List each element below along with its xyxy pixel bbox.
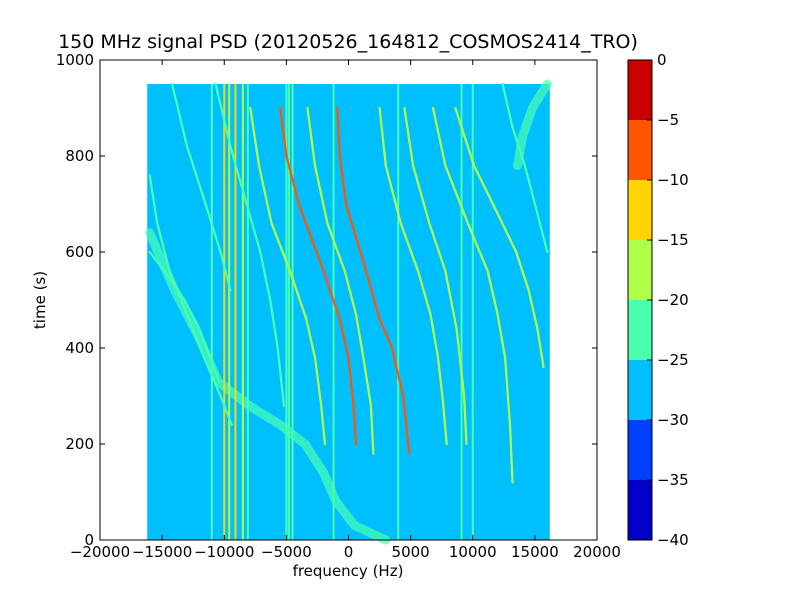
chart-title: 150 MHz signal PSD (20120526_164812_COSM… bbox=[58, 31, 638, 53]
y-axis: 0 200 400 600 800 1000 bbox=[56, 51, 597, 549]
colorbar: 0 −5 −10 −15 −20 −25 −30 −35 −40 bbox=[627, 51, 689, 549]
y-tick-label: 1000 bbox=[56, 51, 94, 69]
colorbar-tick-label: −40 bbox=[657, 531, 689, 549]
y-tick-label: 400 bbox=[65, 339, 94, 357]
doppler-track bbox=[148, 174, 233, 426]
colorbar-tick-label: −10 bbox=[657, 171, 689, 189]
colorbar-tick-label: −15 bbox=[657, 231, 689, 249]
x-tick-label: −5000 bbox=[261, 543, 312, 561]
doppler-track bbox=[378, 106, 448, 446]
y-tick-label: 800 bbox=[65, 147, 94, 165]
doppler-track bbox=[279, 106, 358, 446]
y-axis-label: time (s) bbox=[31, 271, 49, 329]
doppler-track bbox=[431, 106, 514, 484]
x-tick-label: 0 bbox=[344, 543, 354, 561]
doppler-track bbox=[336, 106, 411, 455]
heatmap-background bbox=[147, 84, 550, 540]
heatmap-layer bbox=[145, 79, 552, 545]
x-tick-label: −10000 bbox=[194, 543, 254, 561]
y-tick-label: 200 bbox=[65, 435, 94, 453]
doppler-track bbox=[249, 106, 326, 446]
x-tick-label: −15000 bbox=[132, 543, 192, 561]
doppler-track bbox=[214, 82, 285, 407]
x-axis: −20000 −15000 −10000 −5000 0 5000 10000 15000 20… bbox=[70, 60, 621, 561]
colorbar-segment bbox=[628, 180, 652, 240]
colorbar-tick-label: −30 bbox=[657, 411, 689, 429]
doppler-track bbox=[306, 106, 375, 455]
colorbar-tick-label: −5 bbox=[657, 111, 679, 129]
colorbar-tick-label: 0 bbox=[657, 51, 667, 69]
plot-area bbox=[99, 59, 598, 545]
doppler-track bbox=[403, 106, 468, 446]
doppler-track bbox=[501, 82, 549, 254]
x-axis-label: frequency (Hz) bbox=[293, 562, 404, 580]
doppler-track bbox=[454, 106, 545, 369]
colorbar-segment bbox=[628, 360, 652, 420]
x-tick-label: −20000 bbox=[70, 543, 130, 561]
doppler-track bbox=[148, 250, 221, 383]
colorbar-tick-label: −20 bbox=[657, 291, 689, 309]
x-tick-label: 10000 bbox=[449, 543, 497, 561]
colorbar-segment bbox=[628, 300, 652, 360]
doppler-track bbox=[171, 82, 232, 292]
colorbar-segment bbox=[628, 240, 652, 300]
y-tick-label: 600 bbox=[65, 243, 94, 261]
x-tick-label: 5000 bbox=[392, 543, 430, 561]
y-tick-label: 0 bbox=[84, 531, 94, 549]
colorbar-tick-label: −25 bbox=[657, 351, 689, 369]
colorbar-segment bbox=[628, 480, 652, 540]
colorbar-segment bbox=[628, 60, 652, 120]
x-tick-label: 20000 bbox=[573, 543, 621, 561]
colorbar-tick-label: −35 bbox=[657, 471, 689, 489]
x-tick-label: 15000 bbox=[511, 543, 559, 561]
colorbar-segment bbox=[628, 420, 652, 480]
colorbar-segment bbox=[628, 120, 652, 180]
